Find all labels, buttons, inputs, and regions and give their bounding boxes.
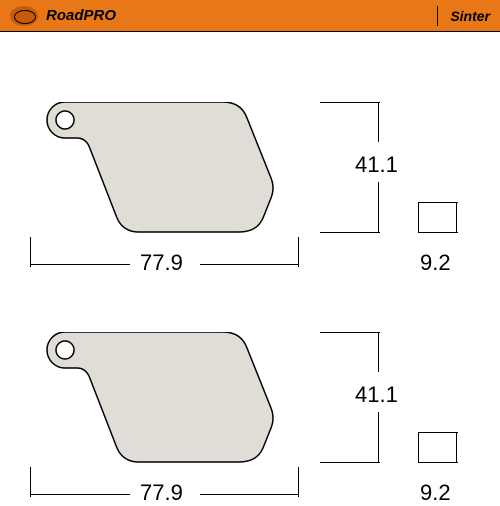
dim-height: 41.1 <box>355 382 398 408</box>
pad-row: 41.1 77.9 9.2 <box>0 272 500 492</box>
dim-tick <box>298 467 299 497</box>
brake-pad-shape <box>30 102 300 242</box>
dim-line <box>378 412 379 462</box>
dim-tick <box>30 237 31 267</box>
dim-line <box>378 332 379 372</box>
dim-line <box>378 102 379 142</box>
dim-line <box>456 202 457 232</box>
dim-tick <box>320 462 380 463</box>
header-divider <box>437 6 438 26</box>
dim-tick <box>298 237 299 267</box>
dim-line <box>378 182 379 232</box>
dim-line <box>418 202 419 232</box>
dim-height: 41.1 <box>355 152 398 178</box>
dim-tick <box>30 467 31 497</box>
diagram-area: 41.1 77.9 9.2 41.1 77.9 <box>0 32 500 500</box>
dim-line <box>418 432 419 462</box>
dim-width: 77.9 <box>140 480 183 506</box>
dim-line <box>456 432 457 462</box>
dim-tick <box>418 432 458 433</box>
dim-tick <box>418 462 458 463</box>
dim-line <box>200 494 298 495</box>
dim-tick <box>418 232 458 233</box>
pad-row: 41.1 77.9 9.2 <box>0 42 500 262</box>
dim-line <box>30 494 130 495</box>
dim-thickness: 9.2 <box>420 480 451 506</box>
dim-tick <box>418 202 458 203</box>
dim-tick <box>320 232 380 233</box>
product-subtitle: Sinter <box>450 8 490 24</box>
dim-line <box>30 264 130 265</box>
dim-tick <box>320 102 380 103</box>
dim-tick <box>320 332 380 333</box>
brake-pad-shape <box>30 332 300 472</box>
brand-logo <box>10 6 38 26</box>
dim-line <box>200 264 298 265</box>
product-title: RoadPRO <box>46 7 425 24</box>
